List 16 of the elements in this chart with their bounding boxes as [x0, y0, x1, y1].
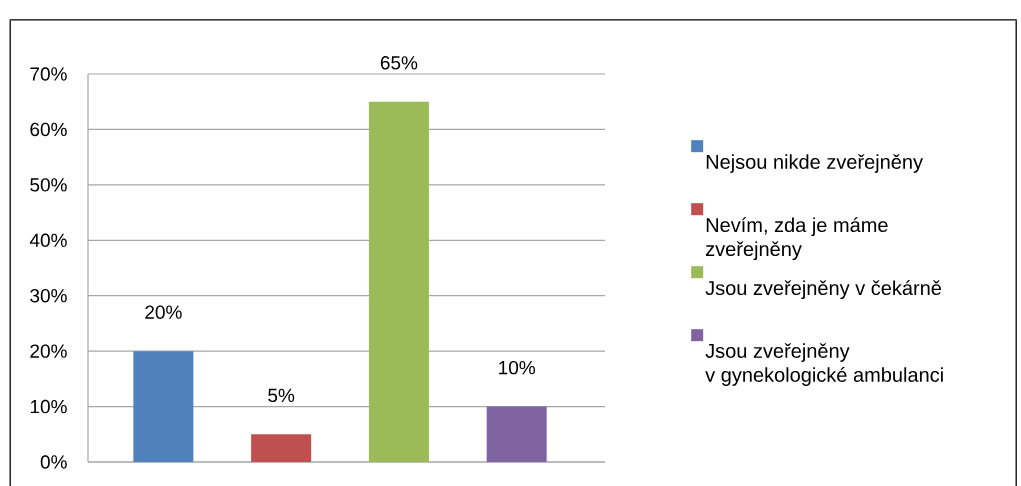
data-label: 10% — [499, 360, 536, 375]
legend-label: Nevím, zda je máme zveřejněny — [705, 217, 888, 261]
y-tick-label: 20% — [30, 344, 67, 358]
y-tick-label: 70% — [30, 67, 67, 81]
data-label: 5% — [268, 388, 295, 403]
y-tick-label: 50% — [30, 178, 67, 192]
data-label: 20% — [145, 305, 182, 319]
y-tick-label: 10% — [30, 399, 67, 414]
legend-label: Nejsou nikde zveřejněny — [706, 154, 923, 173]
data-label: 65% — [380, 56, 418, 70]
legend-label: Jsou zveřejněny v čekárně — [705, 280, 942, 300]
y-tick-label: 40% — [29, 233, 67, 248]
y-tick-label: 0% — [40, 455, 67, 469]
y-tick-label: 30% — [30, 288, 67, 303]
y-tick-label: 60% — [30, 122, 67, 137]
legend-label: Jsou zveřejněny v gynekologické ambulanci — [705, 343, 943, 386]
